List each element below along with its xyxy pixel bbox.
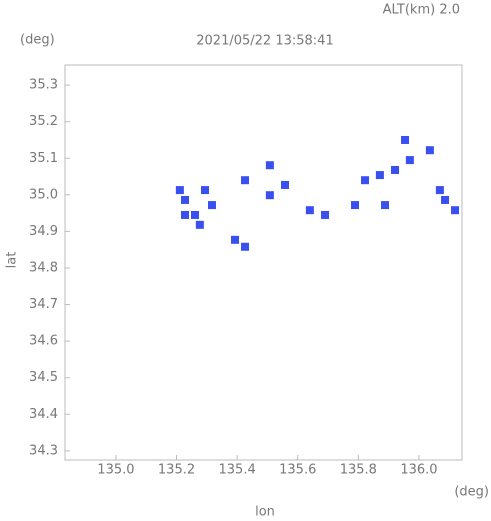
radar-echo [381, 201, 390, 210]
radar-echo [281, 180, 290, 189]
y-tick-label: 34.8 [29, 260, 58, 275]
radar-echo [405, 156, 414, 165]
radar-echo [451, 206, 460, 215]
altitude: ALT(km) 2.0 [383, 3, 460, 18]
x-tick-label: 136.0 [400, 463, 437, 478]
radar-echo [265, 191, 274, 200]
y-tick-label: 34.4 [29, 407, 58, 422]
y-tick-label: 35.0 [29, 187, 58, 202]
x-tick-label: 135.2 [158, 463, 195, 478]
radar-echo [201, 186, 210, 195]
x-label: lon [255, 505, 275, 520]
radar-echo [425, 146, 434, 155]
radar-echo [305, 206, 314, 215]
radar-echo [391, 165, 400, 174]
y-tick-label: 34.9 [29, 224, 58, 239]
radar-echo [231, 235, 240, 244]
radar-echo [351, 201, 360, 210]
radar-echo [241, 242, 250, 251]
radar-echo [181, 195, 190, 204]
plot-frame [64, 64, 463, 461]
y-tick-label: 34.6 [29, 334, 58, 349]
radar-echo [191, 210, 200, 219]
y-tick-label: 35.3 [29, 78, 58, 93]
radar-echo [175, 186, 184, 195]
radar-echo [207, 201, 216, 210]
radar-echo [361, 176, 370, 185]
y-tick-label: 34.5 [29, 370, 58, 385]
x-tick-label: 135.8 [340, 463, 377, 478]
y-tick-label: 35.1 [29, 151, 58, 166]
x-tick-label: 135.4 [219, 463, 256, 478]
x-tick-label: 135.0 [97, 463, 134, 478]
radar-echo [321, 210, 330, 219]
chart-title: 2021/05/22 13:58:41 [196, 34, 333, 49]
y-label: lat [5, 252, 20, 269]
y-unit: (deg) [20, 33, 55, 48]
radar-echo [195, 220, 204, 229]
x-tick-label: 135.6 [279, 463, 316, 478]
y-tick-label: 34.7 [29, 297, 58, 312]
radar-echo [265, 161, 274, 170]
radar-echo [241, 176, 250, 185]
radar-echo [401, 135, 410, 144]
radar-echo [375, 171, 384, 180]
radar-echo [441, 195, 450, 204]
y-tick-label: 34.3 [29, 443, 58, 458]
y-tick-label: 35.2 [29, 114, 58, 129]
x-unit: (deg) [454, 485, 489, 500]
radar-echo [435, 186, 444, 195]
radar-echo [181, 210, 190, 219]
